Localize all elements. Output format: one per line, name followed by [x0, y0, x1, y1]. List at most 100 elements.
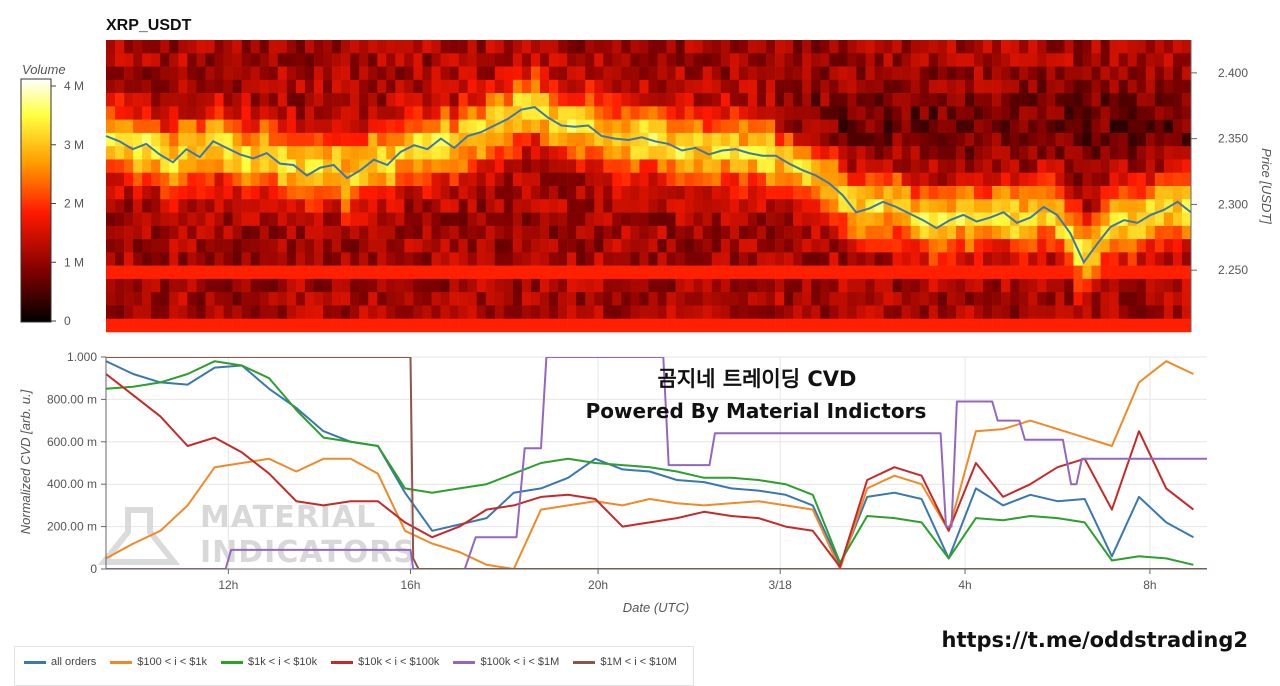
heatmap-cell — [811, 146, 821, 160]
heatmap-cell — [1055, 239, 1065, 253]
legend-item[interactable]: $1k < i < $10k — [220, 656, 318, 668]
heatmap-cell — [1037, 252, 1047, 266]
heatmap-cell — [359, 146, 369, 160]
heatmap-cell — [467, 305, 478, 320]
heatmap-cell — [1163, 172, 1174, 187]
heatmap-cell — [630, 265, 640, 280]
heatmap-cell — [648, 79, 658, 94]
heatmap-cell — [151, 132, 161, 147]
heatmap-cell — [1163, 186, 1174, 200]
heatmap-cell — [892, 278, 902, 293]
heatmap-cell — [1037, 278, 1047, 293]
heatmap-cell — [1145, 132, 1156, 147]
heatmap-cell — [964, 199, 975, 213]
heatmap-cell — [594, 186, 604, 200]
heatmap-cell — [223, 119, 233, 134]
heatmap-cell — [494, 79, 505, 94]
heatmap-cell — [413, 79, 423, 94]
heatmap-cell — [955, 66, 966, 81]
heatmap-cell — [1172, 212, 1183, 227]
heatmap-cell — [612, 40, 622, 54]
heatmap-cell — [576, 40, 586, 54]
legend-item[interactable]: all orders — [24, 656, 96, 668]
heatmap-cell — [1010, 53, 1020, 67]
heatmap-title: XRP_USDT — [106, 17, 192, 34]
heatmap-cell — [250, 212, 261, 227]
heatmap-cell — [1118, 318, 1129, 333]
legend-swatch — [110, 660, 133, 664]
heatmap-cell — [983, 172, 993, 187]
legend-label: $1k < i < $10k — [247, 656, 318, 668]
heatmap-cell — [1181, 66, 1192, 81]
heatmap-cell — [847, 53, 857, 67]
heatmap-cell — [377, 79, 387, 94]
heatmap-cell — [295, 239, 306, 253]
heatmap-cell — [404, 265, 414, 280]
heatmap-cell — [883, 106, 893, 120]
heatmap-cell — [313, 305, 324, 320]
heatmap-cell — [431, 132, 441, 147]
heatmap-cell — [115, 53, 125, 67]
heatmap-cell — [277, 278, 288, 293]
heatmap-cell — [567, 146, 577, 160]
legend-item[interactable]: $100 < i < $1k — [110, 656, 207, 668]
heatmap-cell — [160, 252, 170, 266]
heatmap-cell — [386, 292, 396, 306]
heatmap-cell — [440, 53, 450, 67]
heatmap-cell — [811, 278, 821, 293]
heatmap-cell — [1064, 66, 1074, 81]
heatmap-cell — [304, 79, 315, 94]
heatmap-cell — [738, 292, 749, 306]
heatmap-cell — [974, 292, 984, 306]
heatmap-cell — [494, 252, 505, 266]
heatmap-cell — [549, 292, 559, 306]
heatmap-cell — [711, 66, 722, 81]
legend-item[interactable]: $1M < i < $10M — [573, 656, 677, 668]
heatmap-cell — [802, 225, 812, 240]
heatmap-cell — [530, 132, 541, 147]
heatmap-cell — [1037, 225, 1047, 240]
heatmap-cell — [1010, 40, 1020, 54]
heatmap-cell — [603, 318, 613, 333]
heatmap-cell — [621, 305, 631, 320]
heatmap-cell — [883, 132, 893, 147]
heatmap-cell — [259, 225, 270, 240]
heatmap-cell — [368, 199, 378, 213]
heatmap-cell — [332, 66, 342, 81]
heatmap-cell — [395, 66, 405, 81]
heatmap-cell — [974, 212, 984, 227]
heatmap-cell — [729, 292, 740, 306]
heatmap-cell — [992, 305, 1002, 320]
heatmap-cell — [295, 305, 306, 320]
heatmap-cell — [892, 40, 902, 54]
legend-item[interactable]: $10k < i < $100k — [331, 656, 439, 668]
heatmap-cell — [775, 106, 785, 120]
heatmap-cell — [323, 172, 333, 187]
heatmap-cell — [377, 40, 387, 54]
heatmap-cell — [901, 265, 912, 280]
heatmap-cell — [766, 172, 776, 187]
heatmap-cell — [350, 93, 360, 107]
heatmap-cell — [1163, 40, 1174, 54]
heatmap-cell — [1073, 146, 1083, 160]
heatmap-cell — [485, 53, 496, 67]
heatmap-cell — [766, 212, 776, 227]
heatmap-cell — [946, 265, 957, 280]
heatmap-cell — [467, 239, 478, 253]
heatmap-cell — [1037, 318, 1047, 333]
heatmap-cell — [883, 239, 893, 253]
heatmap-cell — [666, 66, 676, 81]
heatmap-cell — [368, 239, 378, 253]
legend-item[interactable]: $100k < i < $1M — [453, 656, 559, 668]
heatmap-cell — [693, 292, 704, 306]
heatmap-cell — [657, 93, 667, 107]
heatmap-cell — [856, 292, 866, 306]
telegram-link[interactable]: https://t.me/oddstrading2 — [941, 628, 1249, 652]
heatmap-cell — [341, 252, 351, 266]
heatmap-cell — [259, 318, 270, 333]
heatmap-cell — [585, 186, 595, 200]
heatmap-cell — [567, 265, 577, 280]
heatmap-cell — [313, 318, 324, 333]
heatmap-cell — [946, 278, 957, 293]
heatmap-cell — [757, 93, 767, 107]
